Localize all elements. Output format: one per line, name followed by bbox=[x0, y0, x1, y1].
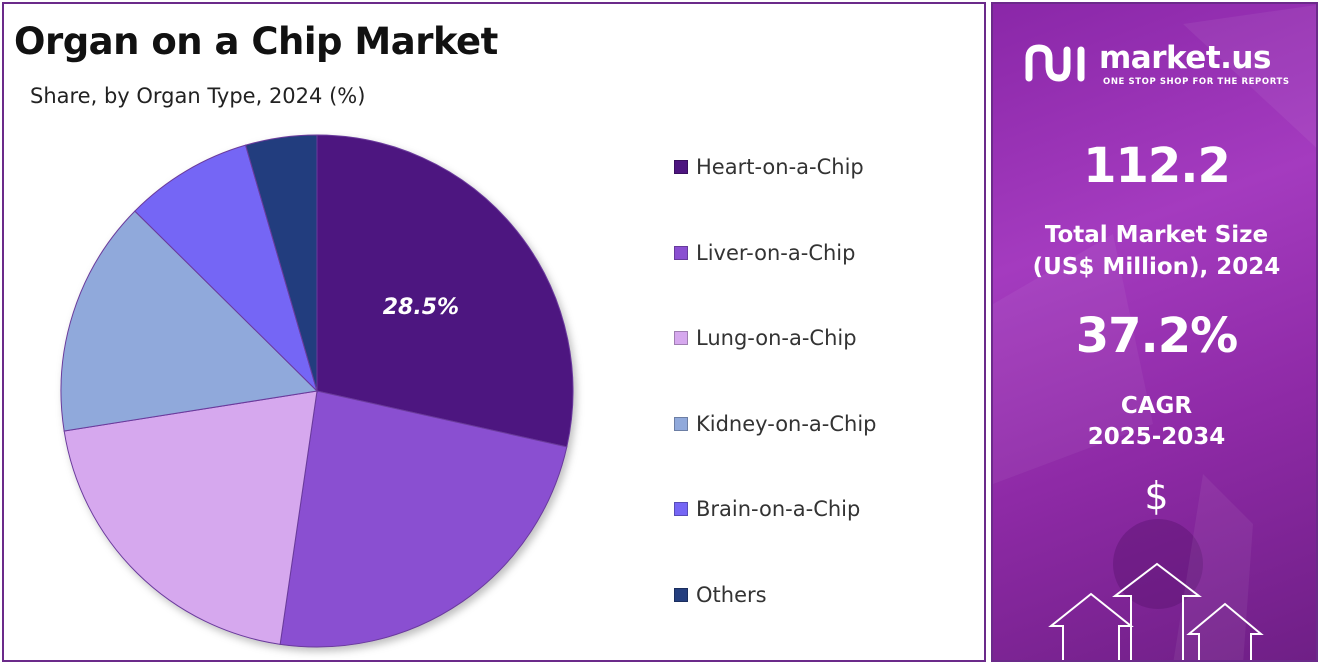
chart-subtitle: Share, by Organ Type, 2024 (%) bbox=[30, 84, 366, 108]
market-size-label-2: (US$ Million), 2024 bbox=[1032, 254, 1281, 280]
market-size-value: 112.2 bbox=[1083, 138, 1231, 194]
cagr-label: CAGR bbox=[1120, 393, 1193, 419]
legend-item: Brain-on-a-Chip bbox=[674, 494, 860, 524]
legend-swatch bbox=[674, 416, 688, 431]
pie-slice-lung-on-a-chip bbox=[63, 390, 318, 645]
legend-item: Others bbox=[674, 580, 767, 610]
legend-swatch bbox=[674, 160, 688, 174]
pie-slice-others bbox=[244, 134, 318, 392]
growth-arrows-icon bbox=[1048, 562, 1264, 660]
background-decoration bbox=[993, 5, 1316, 660]
pie-slice-brain-on-a-chip bbox=[134, 144, 319, 393]
pie-slice-kidney-on-a-chip bbox=[60, 210, 319, 432]
pie-slice-heart-on-a-chip bbox=[316, 134, 574, 448]
brand-tagline: ONE STOP SHOP FOR THE REPORTS bbox=[1103, 77, 1290, 87]
stats-panel: market.us ONE STOP SHOP FOR THE REPORTS … bbox=[991, 2, 1318, 662]
cagr-value: 37.2% bbox=[1075, 308, 1239, 364]
cagr-period: 2025-2034 bbox=[1087, 424, 1226, 450]
legend-swatch bbox=[674, 587, 688, 602]
legend-label: Liver-on-a-Chip bbox=[696, 240, 856, 265]
brand-logo: market.us ONE STOP SHOP FOR THE REPORTS bbox=[1023, 40, 1313, 96]
legend-swatch bbox=[674, 245, 688, 260]
legend-label: Kidney-on-a-Chip bbox=[696, 411, 877, 436]
chart-title: Organ on a Chip Market bbox=[14, 20, 498, 63]
legend-label: Brain-on-a-Chip bbox=[696, 497, 861, 521]
legend-swatch bbox=[674, 331, 688, 345]
legend-label: Lung-on-a-Chip bbox=[696, 326, 857, 350]
market-us-logo-icon bbox=[1025, 44, 1085, 82]
pie-chart: 28.5% bbox=[60, 134, 574, 648]
legend-item: Lung-on-a-Chip bbox=[674, 323, 857, 353]
legend-swatch bbox=[674, 502, 688, 516]
pie-slice-liver-on-a-chip bbox=[279, 390, 568, 648]
pie-data-label: 28.5% bbox=[383, 295, 459, 320]
market-size-label-1: Total Market Size bbox=[1044, 222, 1269, 248]
chart-panel: Organ on a Chip Market Share, by Organ T… bbox=[2, 2, 986, 662]
legend-item: Kidney-on-a-Chip bbox=[674, 409, 877, 439]
legend-label: Others bbox=[696, 582, 767, 607]
legend-item: Heart-on-a-Chip bbox=[674, 152, 864, 182]
legend-item: Liver-on-a-Chip bbox=[674, 238, 855, 268]
legend-label: Heart-on-a-Chip bbox=[696, 155, 864, 179]
brand-name: market.us bbox=[1099, 40, 1271, 76]
dollar-icon: $ bbox=[1144, 474, 1169, 518]
